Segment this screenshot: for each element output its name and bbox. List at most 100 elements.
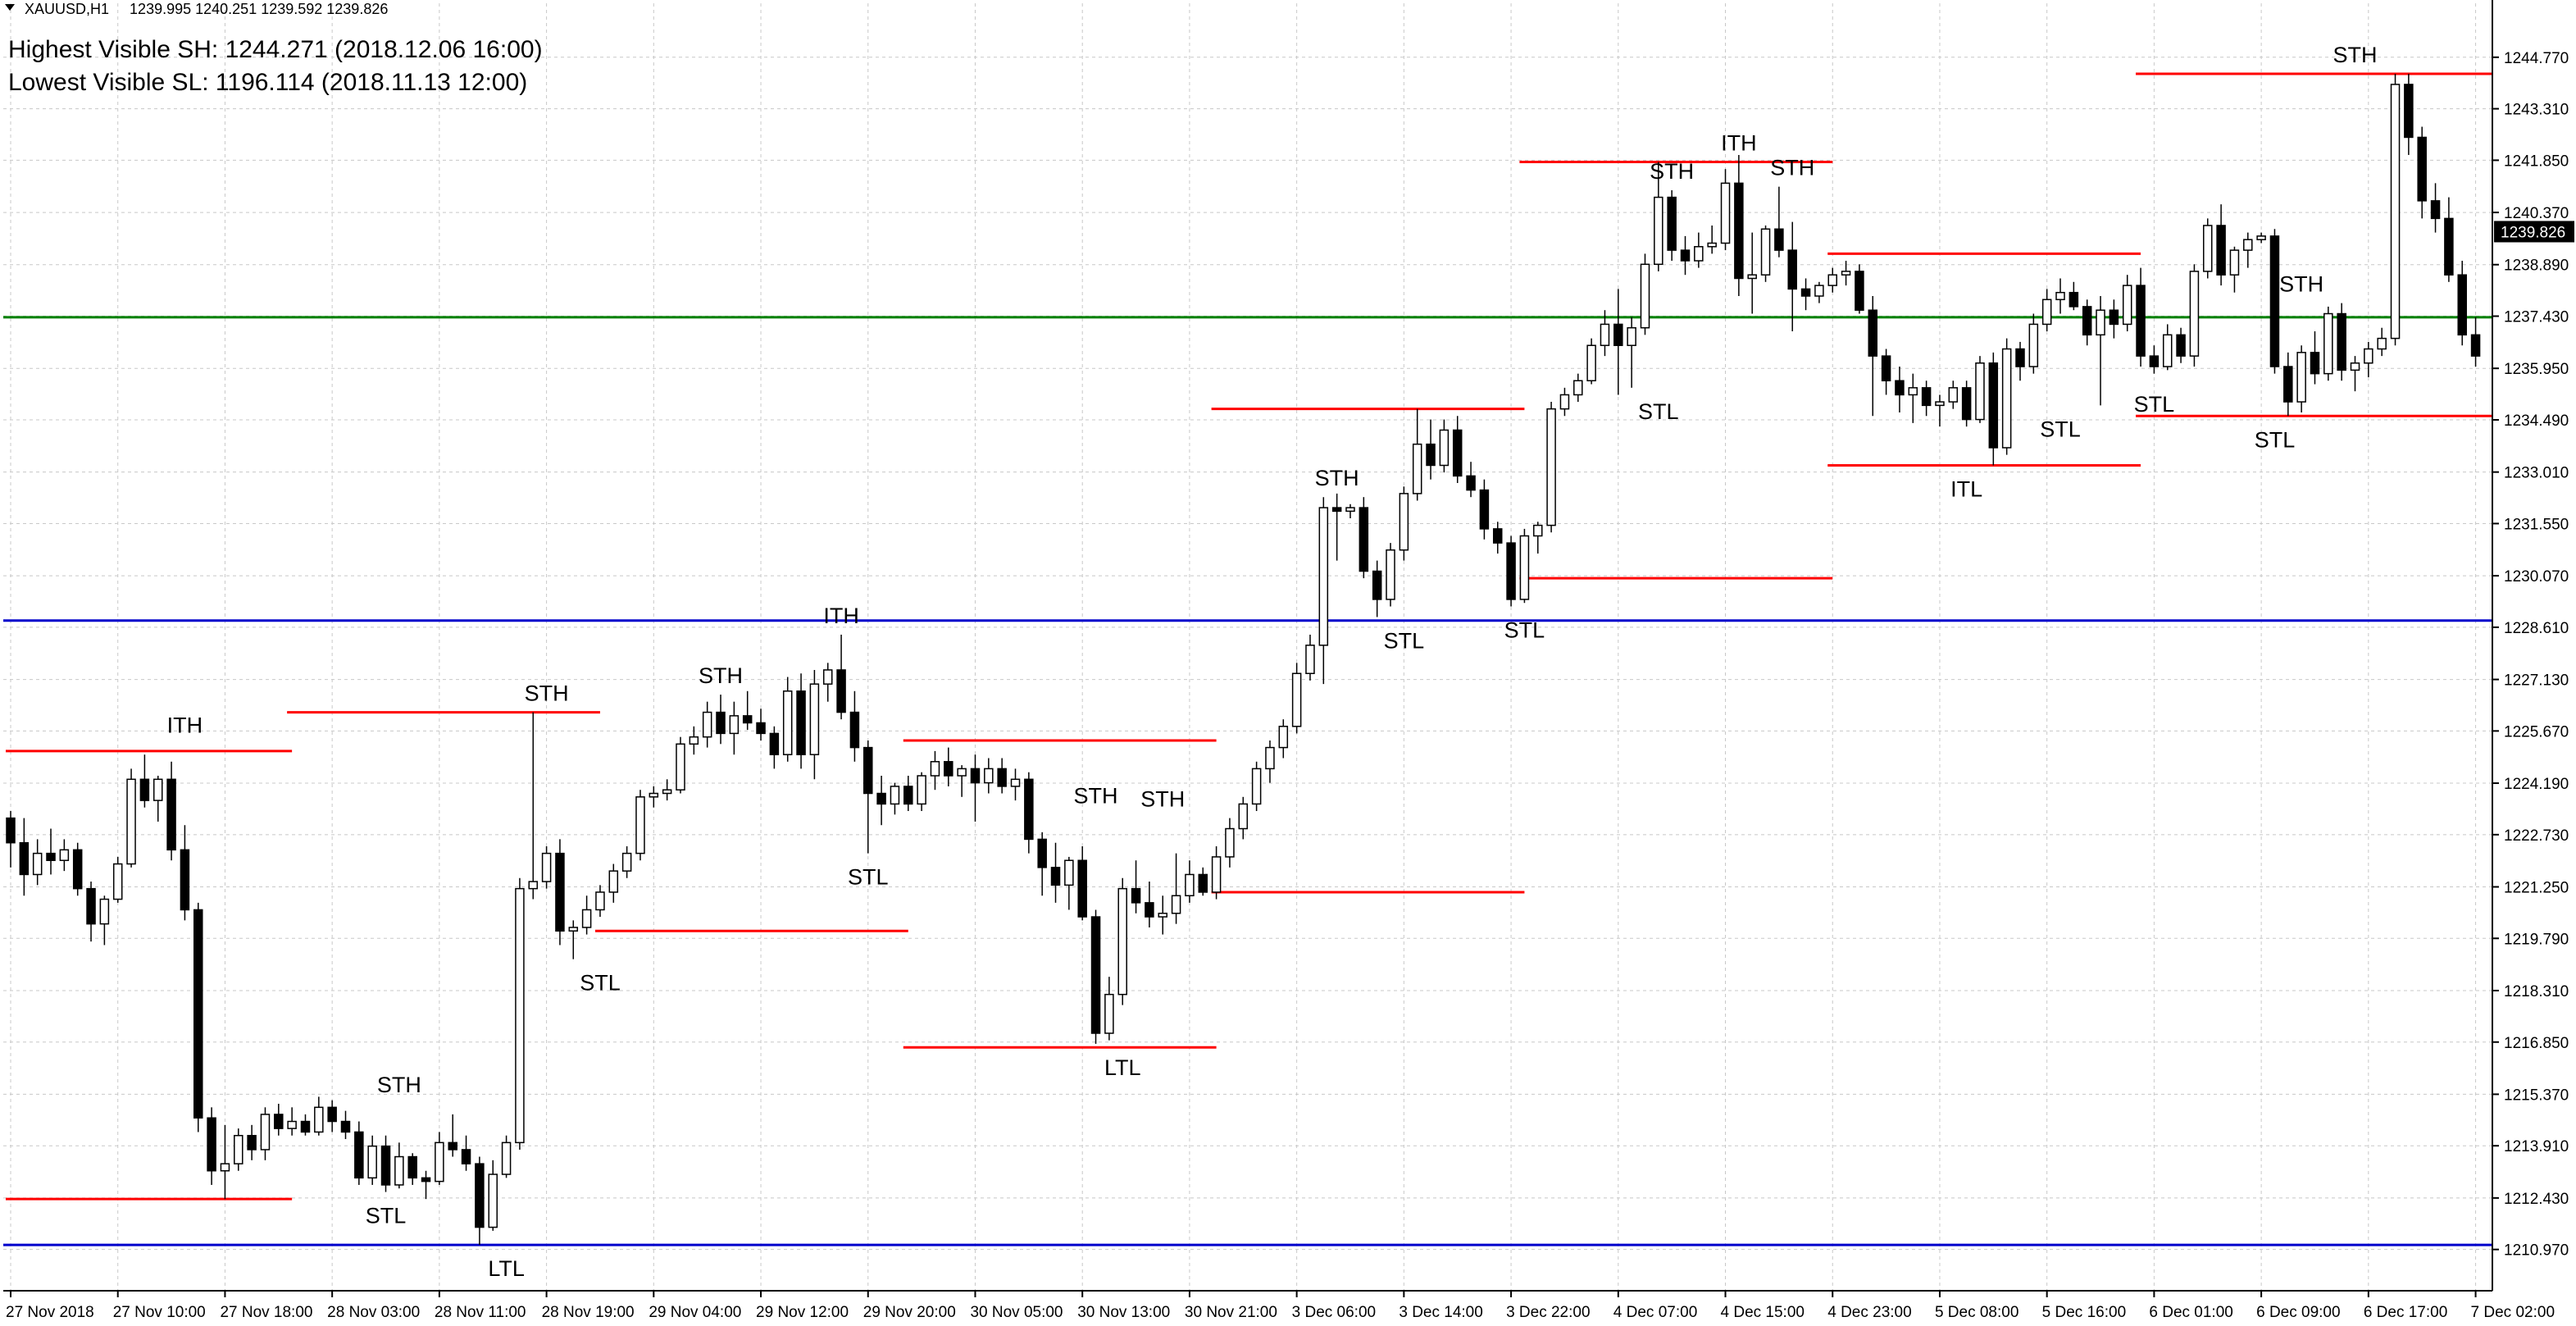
candle <box>46 828 56 875</box>
candle <box>32 839 43 886</box>
price-axis-label: 1218.310 <box>2504 983 2569 1000</box>
candle <box>2364 341 2373 377</box>
price-axis-label: 1212.430 <box>2504 1191 2569 1208</box>
candle-body-bull <box>59 849 70 861</box>
candle-body-bull <box>528 881 539 890</box>
candle-body-bull <box>581 909 592 928</box>
swing-label-sth: STH <box>1770 156 1814 180</box>
candle-body-bull <box>1600 323 1610 346</box>
candle-body-bull <box>488 1173 498 1228</box>
candle-body-bull <box>260 1114 271 1151</box>
candle-body-bull <box>2229 249 2240 276</box>
candle-body-bull <box>1225 827 1235 858</box>
candle-body-bear <box>2149 355 2160 367</box>
candle <box>475 1156 485 1246</box>
candle <box>314 1096 324 1136</box>
candle-body-bear <box>1479 489 1490 530</box>
candle-body-bear <box>2136 285 2146 357</box>
candle <box>300 1114 311 1136</box>
swing-label-stl: STL <box>2040 417 2081 441</box>
candle <box>1747 232 1757 314</box>
candle-body-bull <box>2390 84 2401 339</box>
candle <box>1680 235 1691 276</box>
candle <box>421 1170 431 1200</box>
candle-body-bear <box>1359 507 1369 572</box>
candle <box>2404 74 2414 155</box>
candle <box>1827 267 1837 293</box>
candle-body-bear <box>1372 570 1382 600</box>
candle-body-bear <box>1077 859 1087 918</box>
candle <box>1492 522 1503 554</box>
candle <box>2189 264 2200 367</box>
candle <box>2337 303 2346 381</box>
candle <box>1372 560 1382 617</box>
candle-body-bull <box>822 669 833 685</box>
candle <box>1064 856 1074 910</box>
candle <box>676 736 685 794</box>
candle-body-bear <box>72 849 83 890</box>
candle-body-bull <box>1291 672 1302 727</box>
time-axis-label: 4 Dec 23:00 <box>1827 1304 1911 1321</box>
candle-body-bull <box>1399 493 1409 551</box>
candle <box>1131 860 1141 914</box>
candle-body-bull <box>2256 235 2266 240</box>
candle <box>2096 296 2105 406</box>
candle-body-bear <box>769 732 780 755</box>
candle-body-bear <box>2069 291 2079 308</box>
candle <box>1814 281 1824 303</box>
candle-body-bull <box>2189 271 2200 357</box>
candle <box>595 885 605 918</box>
candle <box>729 701 740 755</box>
candle-body-bull <box>1707 242 1717 248</box>
candle-body-bull <box>1265 746 1275 770</box>
candle <box>970 754 981 822</box>
candle-body-bull <box>689 736 699 745</box>
candle <box>6 811 16 868</box>
candle <box>2015 341 2025 381</box>
candle <box>1291 663 1302 734</box>
candle <box>1573 373 1583 403</box>
candle-body-bull <box>515 887 525 1144</box>
candle-body-bull <box>2041 298 2052 326</box>
candle <box>782 677 793 762</box>
candle-body-bear <box>1895 380 1905 396</box>
candle-body-bear <box>1090 916 1101 1034</box>
candle <box>1145 882 1154 927</box>
candle <box>2470 317 2481 367</box>
candle <box>1841 261 1851 286</box>
candle <box>1774 186 1784 257</box>
candle <box>2323 306 2333 381</box>
candle <box>380 1135 391 1192</box>
candle <box>1855 264 1864 314</box>
candle-body-bull <box>1519 535 1530 600</box>
candle-body-bear <box>2269 235 2280 367</box>
candle <box>876 776 886 826</box>
price-axis-label: 1238.890 <box>2504 257 2569 275</box>
candle-body-bull <box>568 927 579 932</box>
candle-body-bear <box>1961 387 1972 421</box>
candle-body-bull <box>1439 429 1450 467</box>
candle <box>274 1104 284 1136</box>
candle <box>742 690 753 731</box>
swing-label-stl: STL <box>1638 399 1679 424</box>
candle-body-bull <box>367 1145 377 1179</box>
candle <box>1600 310 1610 357</box>
window-menu-triangle-icon[interactable] <box>5 4 15 11</box>
candle-body-bull <box>2203 225 2213 272</box>
candle-body-bear <box>247 1134 257 1151</box>
price-axis-label: 1228.610 <box>2504 620 2569 637</box>
candle <box>112 856 123 903</box>
swing-label-ltl: LTL <box>1104 1055 1141 1080</box>
candle <box>568 920 579 959</box>
candle-body-bear <box>1426 443 1436 467</box>
candle-body-bear <box>1734 182 1744 280</box>
candle <box>435 1132 444 1185</box>
price-axis-label: 1216.850 <box>2504 1035 2569 1052</box>
candle <box>126 768 136 868</box>
price-axis-label: 1241.850 <box>2504 153 2569 170</box>
time-axis-label: 28 Nov 03:00 <box>327 1304 420 1321</box>
candle <box>957 765 967 797</box>
candle <box>890 782 900 815</box>
